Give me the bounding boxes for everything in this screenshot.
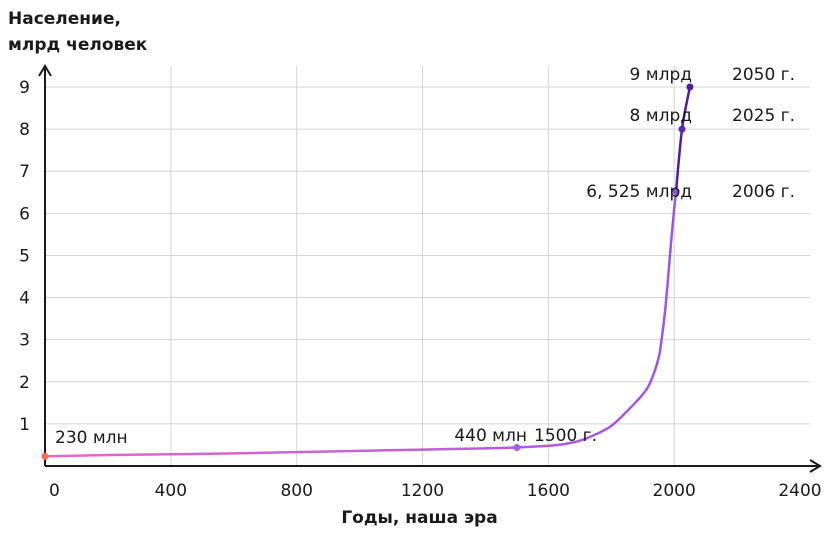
y-axis-arrow bbox=[38, 64, 52, 77]
data-label-value: 9 млрд bbox=[630, 65, 692, 85]
population-curve bbox=[43, 189, 678, 458]
y-tick-label: 3 bbox=[19, 331, 30, 351]
data-label-year: 2025 г. bbox=[732, 106, 795, 126]
data-label-value: 230 млн bbox=[55, 428, 128, 448]
x-tick-label: 2400 bbox=[778, 481, 821, 501]
grid bbox=[45, 66, 810, 466]
data-point bbox=[41, 452, 49, 460]
x-tick-label: 2000 bbox=[653, 481, 696, 501]
x-tick-label: 400 bbox=[155, 481, 187, 501]
y-tick-label: 1 bbox=[19, 415, 30, 435]
data-point bbox=[686, 83, 694, 91]
data-label-value: 8 млрд bbox=[630, 106, 692, 126]
y-tick-label: 8 bbox=[19, 120, 30, 140]
data-labels: 230 млн 440 млн 1500 г. 6, 525 млрд 2006 г. 8… bbox=[55, 65, 795, 448]
x-tick-label: 1200 bbox=[401, 481, 444, 501]
x-tick-label: 0 bbox=[49, 481, 60, 501]
y-tick-label: 4 bbox=[19, 289, 30, 309]
y-axis-title-line1: Население, bbox=[8, 9, 121, 29]
y-axis-title: Население, млрд человек bbox=[8, 6, 147, 58]
tick-labels: 0 400 800 1200 1600 2000 2400 1 2 3 4 5 6 7 8 9 bbox=[19, 78, 821, 501]
x-tick-label: 1600 bbox=[527, 481, 570, 501]
x-tick-label: 800 bbox=[280, 481, 312, 501]
series-lines bbox=[43, 85, 692, 458]
data-point bbox=[672, 187, 680, 195]
y-tick-label: 2 bbox=[19, 373, 30, 393]
data-label-year: 2050 г. bbox=[732, 65, 795, 85]
data-label-year: 1500 г. bbox=[534, 426, 597, 446]
data-point bbox=[678, 125, 686, 133]
data-label-value: 6, 525 млрд bbox=[586, 182, 692, 202]
data-label-year: 2006 г. bbox=[732, 182, 795, 202]
y-tick-label: 7 bbox=[19, 162, 30, 182]
y-tick-label: 9 bbox=[19, 78, 30, 98]
data-points bbox=[41, 83, 694, 460]
forecast-line bbox=[674, 85, 692, 193]
axes bbox=[38, 64, 822, 473]
data-point bbox=[513, 443, 521, 451]
data-label-value: 440 млн bbox=[454, 426, 527, 446]
y-tick-label: 5 bbox=[19, 246, 30, 266]
x-axis-title: Годы, наша эра bbox=[341, 508, 498, 528]
y-tick-label: 6 bbox=[19, 204, 30, 224]
y-axis-title-line2: млрд человек bbox=[8, 35, 148, 55]
x-axis-arrow bbox=[809, 459, 822, 473]
